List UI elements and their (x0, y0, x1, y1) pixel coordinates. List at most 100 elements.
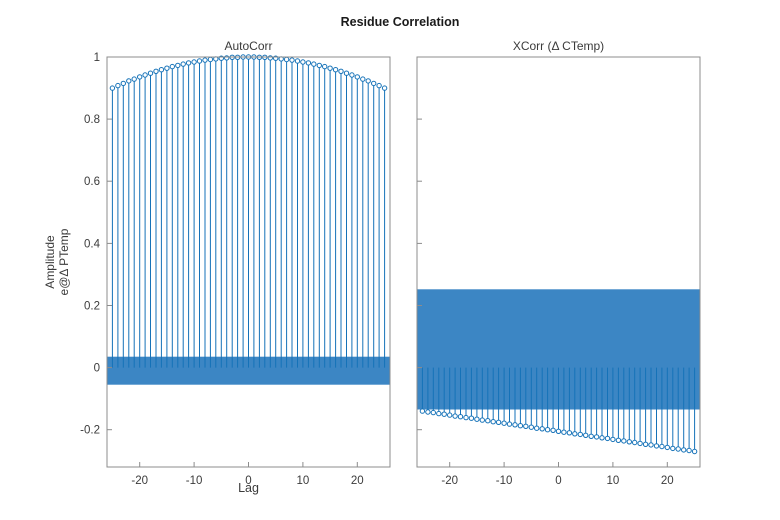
stem-marker (349, 72, 355, 78)
stem-marker (360, 76, 366, 82)
stem-marker (648, 442, 654, 448)
x-tick-label: 10 (297, 475, 310, 487)
stem-marker (142, 72, 148, 78)
y-axis-label: Amplitudee@Δ PTemp (43, 228, 71, 295)
stem-marker (670, 445, 676, 452)
x-tick-label: -10 (186, 475, 203, 487)
stem-marker (512, 422, 518, 428)
stem-marker (615, 437, 622, 443)
marker-series (419, 408, 698, 455)
stem-marker (664, 444, 670, 451)
y-tick-label: 0.2 (84, 301, 100, 313)
stem-marker (207, 56, 214, 63)
y-tick-label: -0.2 (80, 425, 100, 437)
stem-marker (147, 70, 154, 76)
x-tick-label: 0 (555, 475, 561, 487)
stem-marker (137, 74, 143, 80)
stem-marker (425, 409, 431, 415)
stem-marker (610, 436, 616, 443)
subplot-title: XCorr (Δ CTemp) (513, 39, 604, 53)
stem-marker (158, 67, 165, 73)
stem-marker (561, 429, 567, 435)
stem-marker (175, 62, 181, 69)
stem-marker (572, 431, 578, 437)
stem-marker (517, 423, 524, 429)
figure-title: Residue Correlation (341, 15, 460, 29)
stem-marker (354, 74, 360, 80)
stem-marker (653, 443, 660, 449)
subplot-title: AutoCorr (224, 39, 272, 53)
stem-marker (267, 55, 273, 61)
y-tick-label: 0 (94, 363, 100, 375)
stem-marker (523, 423, 529, 429)
stem-marker (332, 67, 339, 73)
stem-marker (120, 80, 127, 87)
stem-series (421, 367, 696, 452)
stem-marker (430, 409, 436, 416)
stem-marker (566, 430, 573, 436)
x-tick-label: 20 (661, 475, 674, 487)
stem-series (111, 57, 386, 368)
stem-marker (419, 408, 426, 414)
stem-marker (311, 61, 317, 67)
stem-marker (463, 414, 469, 421)
x-tick-label: -10 (496, 475, 513, 487)
stem-marker (365, 78, 371, 84)
x-tick-label: -20 (131, 475, 148, 487)
stem-marker (452, 413, 458, 419)
stem-marker (185, 60, 192, 66)
stem-marker (539, 426, 545, 432)
stem-marker (637, 440, 643, 447)
stem-marker (447, 412, 453, 418)
stem-marker (109, 85, 116, 91)
y-tick-label: 0.8 (84, 114, 100, 126)
stem-marker (180, 61, 186, 67)
stem-marker (691, 448, 698, 455)
stem-marker (506, 421, 513, 427)
stem-marker (555, 428, 562, 434)
stem-marker (659, 443, 665, 450)
stem-marker (202, 57, 208, 63)
stem-marker (436, 410, 442, 417)
stem-marker (501, 420, 507, 426)
x-tick-label: 0 (245, 475, 251, 487)
stem-marker (626, 439, 632, 445)
stem-marker (621, 438, 627, 444)
stem-marker (495, 419, 502, 425)
stem-marker (300, 59, 306, 65)
stem-marker (164, 65, 170, 71)
stem-marker (322, 63, 328, 70)
stem-marker (550, 427, 556, 433)
stem-marker (675, 446, 681, 452)
stem-marker (479, 417, 485, 423)
stem-marker (642, 441, 649, 447)
stem-marker (191, 59, 197, 65)
stem-marker (534, 425, 540, 431)
stem-marker (686, 447, 692, 454)
stem-marker (316, 62, 322, 69)
stem-marker (305, 60, 312, 66)
stem-marker (381, 85, 388, 91)
stem-marker (583, 432, 589, 438)
stem-marker (289, 57, 295, 63)
stem-marker (115, 82, 121, 89)
x-axis-label: Lag (238, 481, 259, 495)
stem-marker (588, 433, 594, 439)
stem-marker (371, 80, 377, 87)
stem-marker (283, 56, 290, 63)
stem-marker (474, 416, 480, 422)
xcorr-subplot: -20 -10 0 10 20 XCorr (Δ CTemp) (416, 39, 701, 487)
stem-marker (338, 68, 344, 75)
stem-marker (196, 58, 203, 64)
stem-marker (169, 63, 176, 70)
y-tick-label: 1 (94, 52, 100, 64)
stem-marker (599, 435, 605, 441)
stem-marker (457, 414, 464, 420)
stem-marker (490, 419, 496, 425)
stem-marker (604, 435, 611, 442)
stem-marker (485, 418, 491, 424)
stem-marker (376, 82, 382, 89)
stem-marker (593, 434, 600, 440)
